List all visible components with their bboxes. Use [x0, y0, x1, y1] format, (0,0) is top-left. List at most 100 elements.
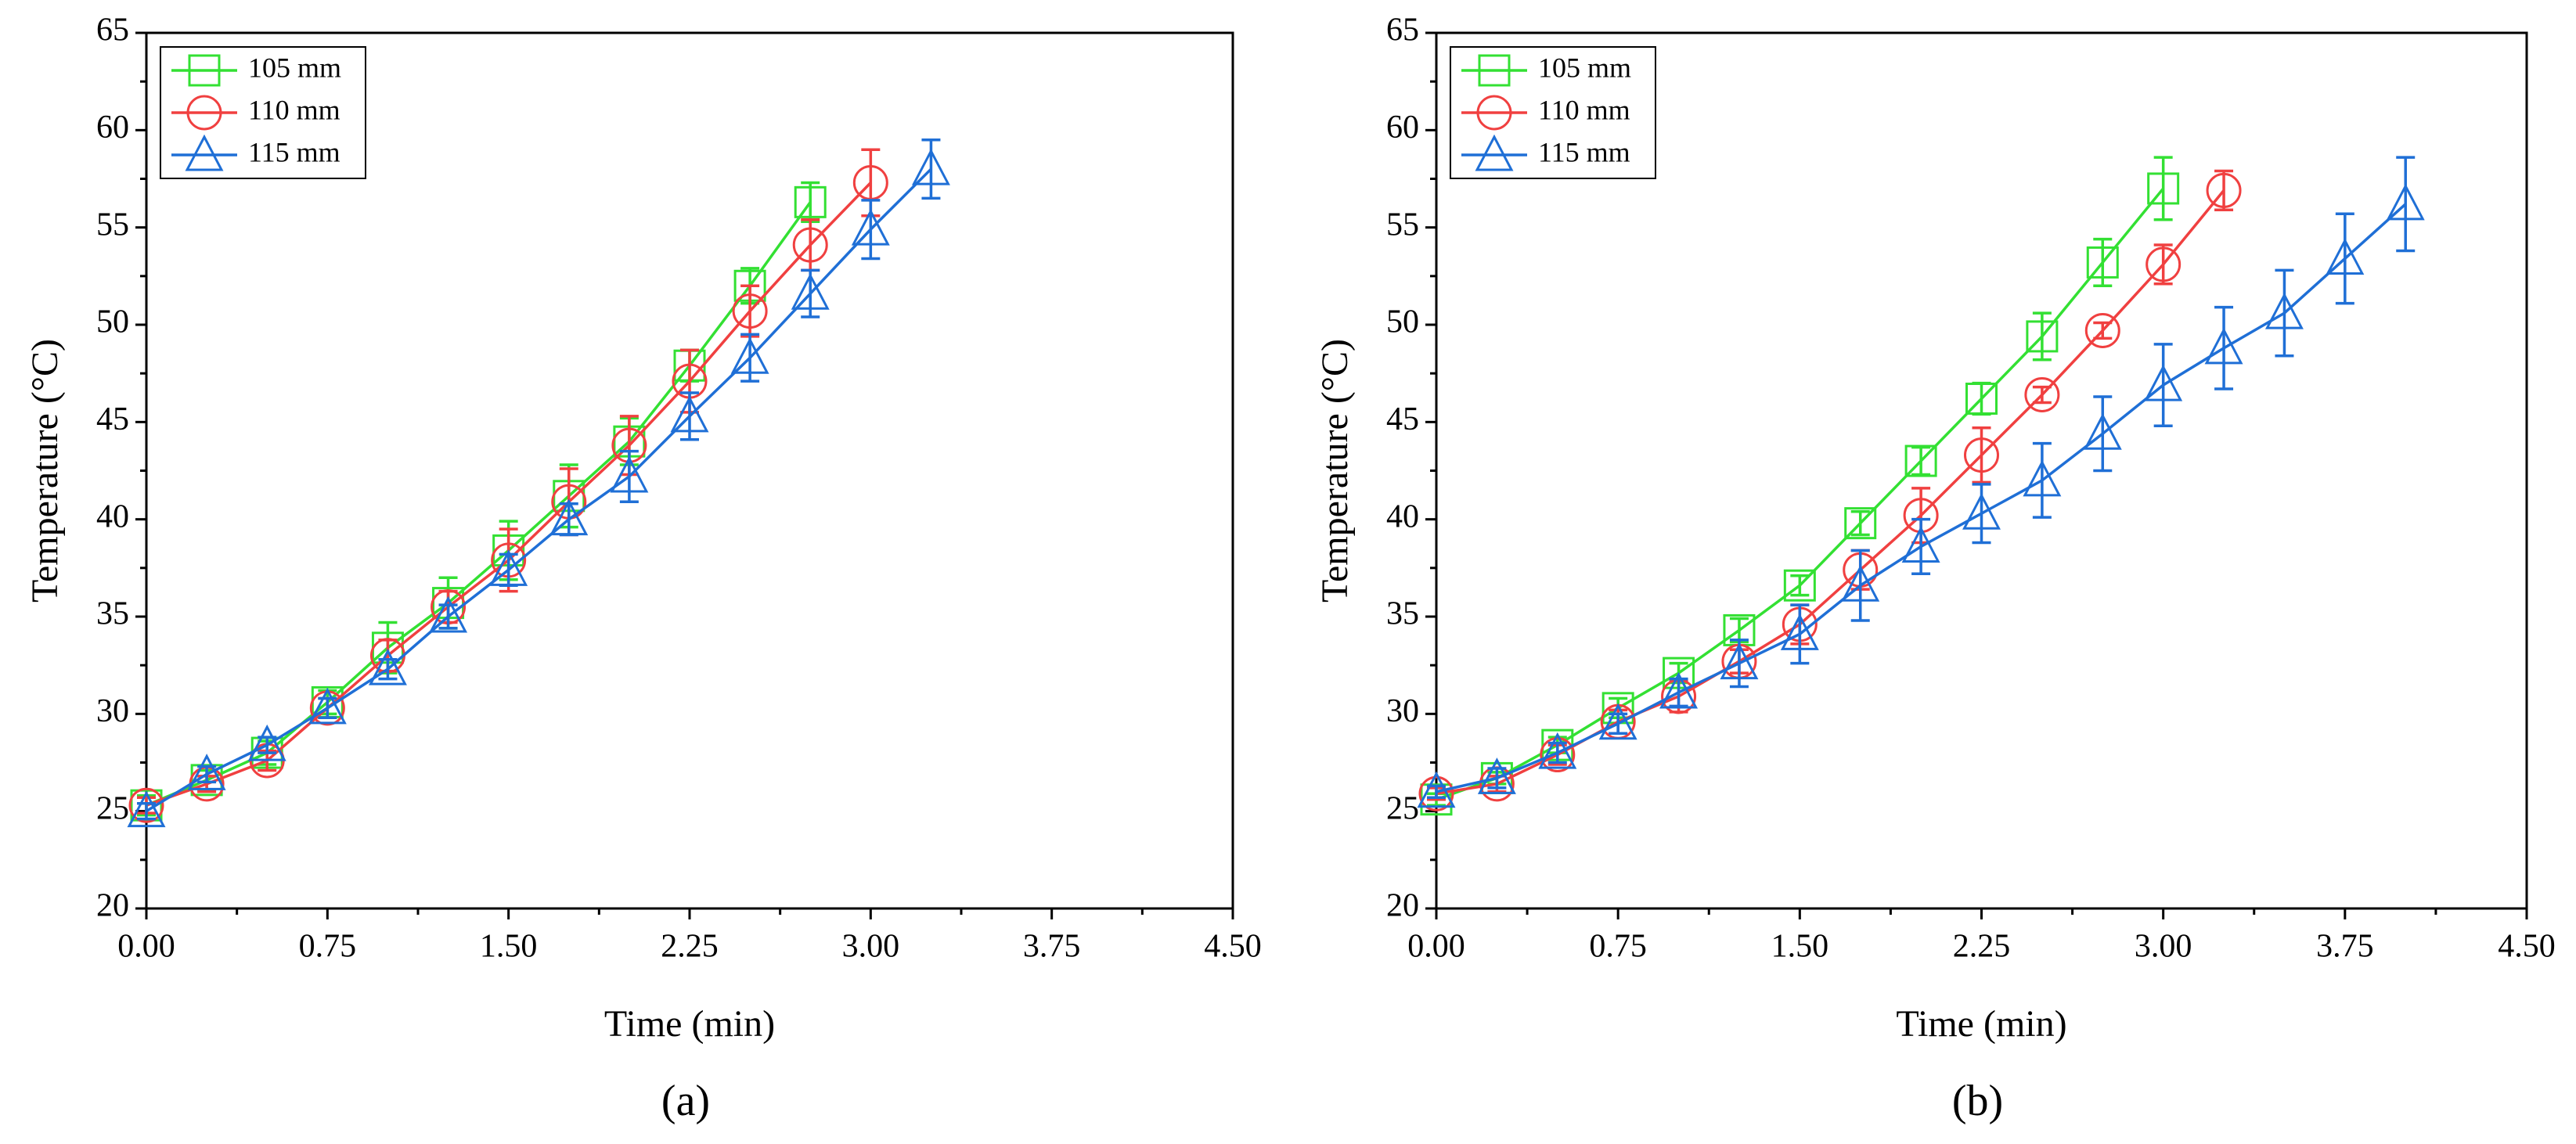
marker: [1477, 757, 1516, 794]
marker: [1659, 671, 1699, 709]
marker: [128, 787, 164, 823]
error-bar: [1729, 617, 1749, 644]
y-tick-label: 55: [1386, 207, 1419, 243]
legend-label: 110 mm: [248, 94, 340, 125]
marker: [730, 337, 769, 374]
legend-marker: [185, 134, 224, 171]
y-axis-title: Temperature (°C): [24, 339, 66, 603]
x-tick-label: 4.50: [2498, 929, 2556, 965]
legend-label: 105 mm: [248, 52, 341, 83]
error-bar: [1547, 741, 1567, 764]
error-bar: [2153, 343, 2173, 428]
marker: [2084, 312, 2120, 348]
chart: 0.00 0.75 1.50 2.25 3.00 3.75 4.50 20 25 30 35 40 45…: [1314, 13, 2556, 1125]
marker: [2024, 377, 2060, 413]
error-bar: [1850, 509, 1870, 537]
error-bar: [2093, 237, 2113, 288]
marker: [1964, 437, 1999, 473]
y-tick-label: 45: [96, 401, 129, 437]
x-tick-label: 2.25: [1953, 929, 2011, 965]
y-axis-title: Temperature (°C): [1314, 339, 1356, 603]
marker: [1904, 444, 1937, 477]
marker: [851, 208, 890, 246]
marker: [429, 595, 468, 633]
x-tick-label: 0.00: [117, 929, 175, 965]
marker: [368, 648, 407, 685]
error-bar: [378, 657, 398, 681]
x-tick-label: 0.75: [1589, 929, 1647, 965]
marker: [1780, 613, 1819, 650]
x-tick-label: 1.50: [480, 929, 538, 965]
marker: [670, 395, 709, 433]
marker: [1598, 703, 1637, 740]
marker: [610, 455, 649, 493]
y-tick-label: 30: [96, 693, 129, 729]
y-tick-label: 55: [96, 207, 129, 243]
series: [1420, 156, 2180, 816]
x-tick-label: 3.00: [2135, 929, 2192, 965]
y-tick-label: 60: [96, 110, 129, 146]
x-tick-label: 1.50: [1771, 929, 1829, 965]
y-tick-label: 35: [1386, 596, 1419, 632]
marker: [308, 687, 347, 725]
error-bar: [2214, 305, 2234, 390]
marker: [1962, 492, 2001, 530]
legend-marker: [1476, 95, 1512, 131]
caption: (a): [661, 1077, 710, 1125]
legend-marker: [186, 95, 222, 131]
marker: [2145, 246, 2181, 282]
marker: [2264, 292, 2304, 329]
error-bar: [2396, 156, 2416, 253]
error-bar: [2275, 268, 2294, 358]
error-bar: [2153, 156, 2173, 221]
legend-label: 115 mm: [1538, 136, 1630, 167]
marker: [2204, 327, 2243, 365]
error-bar: [1850, 549, 1870, 622]
marker: [1417, 771, 1456, 808]
y-tick-label: 45: [1386, 401, 1419, 437]
y-tick-label: 40: [1386, 498, 1419, 534]
y-tick-label: 25: [1386, 790, 1419, 826]
marker: [1538, 732, 1577, 769]
error-bar: [1972, 426, 1991, 484]
caption: (b): [1952, 1077, 2003, 1125]
marker: [792, 227, 828, 263]
marker: [2147, 172, 2180, 205]
legend-label: 110 mm: [1538, 94, 1630, 125]
series-line: [1436, 187, 2165, 801]
error-bar: [1972, 381, 1991, 416]
y-tick-label: 30: [1386, 693, 1419, 729]
marker: [1540, 737, 1576, 773]
x-tick-label: 0.75: [299, 929, 357, 965]
y-tick-label: 25: [96, 790, 129, 826]
marker: [2386, 183, 2425, 221]
error-bar: [2032, 385, 2052, 405]
error-bar: [801, 181, 820, 223]
marker: [1844, 507, 1877, 540]
error-bar: [2093, 395, 2113, 473]
marker: [1418, 775, 1454, 811]
marker: [794, 185, 827, 218]
marker: [2144, 364, 2183, 401]
error-bar: [2153, 243, 2173, 286]
marker: [2023, 459, 2062, 497]
marker: [732, 293, 768, 329]
marker: [1841, 564, 1880, 602]
y-tick-label: 20: [96, 888, 129, 924]
x-tick-label: 0.00: [1407, 929, 1465, 965]
chart: 0.00 0.75 1.50 2.25 3.00 3.75 4.50 20 25 30 35 40 45…: [24, 13, 1262, 1125]
error-bar: [1669, 677, 1688, 708]
y-tick-label: 65: [1386, 13, 1419, 49]
legend-label: 105 mm: [1538, 52, 1631, 83]
marker: [2086, 246, 2119, 279]
x-axis-title: Time (min): [1896, 1003, 2066, 1045]
marker: [187, 754, 226, 790]
marker: [911, 148, 950, 185]
error-bar: [2032, 441, 2052, 519]
marker: [2326, 238, 2365, 275]
legend-label: 115 mm: [248, 136, 340, 167]
marker: [549, 498, 589, 536]
marker: [1720, 642, 1759, 680]
x-tick-label: 3.75: [2316, 929, 2374, 965]
x-tick-label: 2.25: [661, 929, 719, 965]
